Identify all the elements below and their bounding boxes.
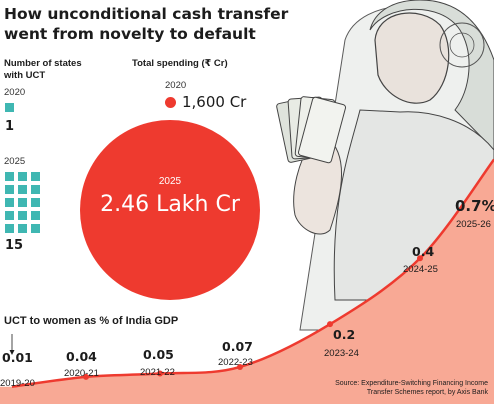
title-line-1: How unconditional cash transfer — [4, 5, 289, 23]
woman-illustration — [276, 0, 494, 331]
gdp-year-label-2019-20: 2019-20 — [0, 378, 35, 389]
uct-state-square — [18, 185, 27, 194]
uct-state-square — [5, 211, 14, 220]
source-note: Source: Expenditure-Switching Financing … — [288, 380, 488, 397]
gdp-point-2020-21 — [83, 373, 89, 380]
uct-state-square — [5, 172, 14, 181]
gdp-points — [83, 255, 423, 380]
gdp-value-label-2019-20: 0.01 — [2, 350, 33, 365]
uct-state-square — [31, 185, 40, 194]
gdp-year-label-2022-23: 2022-23 — [218, 357, 253, 368]
uct-state-square — [18, 172, 27, 181]
uct-state-square — [5, 224, 14, 233]
title-line-2: went from novelty to default — [4, 25, 256, 43]
gdp-year-label-2023-24: 2023-24 — [324, 348, 359, 359]
states-label-line-2: with UCT — [4, 70, 46, 81]
uct-state-square — [5, 103, 14, 112]
gdp-value-label-2021-22: 0.05 — [143, 347, 174, 362]
gdp-labels: 0.01 2019-20 0.04 2020-21 0.05 2021-22 0.07 202… — [0, 197, 494, 389]
gdp-point-2021-22 — [157, 370, 163, 377]
states-count-2020: 1 — [5, 119, 15, 134]
gdp-value-label-2022-23: 0.07 — [222, 339, 253, 354]
states-label: Number of states with UCT — [4, 58, 82, 82]
uct-state-square — [31, 224, 40, 233]
gdp-year-label-2025-26: 2025-26 — [456, 219, 491, 230]
states-year-2025: 2025 — [4, 156, 26, 167]
source-line-2: Transfer Schemes report, by Axis Bank — [366, 388, 488, 396]
gdp-label-arrowhead — [9, 350, 15, 355]
spending-value-2025: 2.46 Lakh Cr — [100, 192, 240, 217]
spending-year-2020: 2020 — [165, 80, 187, 91]
spending-2020-dot — [165, 97, 176, 108]
uct-state-square — [5, 198, 14, 207]
states-count-2025: 15 — [5, 238, 24, 253]
spending-label: Total spending (₹ Cr) — [132, 58, 228, 69]
uct-state-square — [31, 211, 40, 220]
gdp-value-label-2023-24: 0.2 — [333, 327, 355, 342]
gdp-value-label-2024-25: 0.4 — [412, 244, 434, 259]
gdp-point-2022-23 — [237, 363, 243, 370]
chart-title: How unconditional cash transfer went fro… — [4, 4, 304, 44]
gdp-point-2023-24 — [327, 321, 333, 328]
spending-year-2025: 2025 — [158, 176, 182, 187]
spending-2025-circle — [80, 120, 260, 300]
gdp-label: UCT to women as % of India GDP — [4, 315, 179, 327]
source-line-1: Source: Expenditure-Switching Financing … — [335, 380, 488, 387]
cash-notes — [276, 96, 347, 164]
spending-value-2020: 1,600 Cr — [182, 93, 247, 111]
gdp-year-label-2021-22: 2021-22 — [140, 367, 175, 378]
uct-state-square — [18, 211, 27, 220]
gdp-point-2024-25 — [417, 255, 423, 262]
gdp-value-label-2020-21: 0.04 — [66, 349, 97, 364]
gdp-area — [0, 159, 494, 404]
uct-state-square — [31, 172, 40, 181]
uct-state-square — [18, 224, 27, 233]
uct-state-square — [5, 185, 14, 194]
gdp-value-label-2025-26: 0.7% — [455, 197, 494, 215]
uct-state-square — [31, 198, 40, 207]
gdp-year-label-2020-21: 2020-21 — [64, 368, 99, 379]
states-label-line-1: Number of states — [4, 58, 82, 69]
states-year-2020: 2020 — [4, 87, 26, 98]
uct-state-square — [18, 198, 27, 207]
gdp-year-label-2024-25: 2024-25 — [403, 264, 438, 275]
